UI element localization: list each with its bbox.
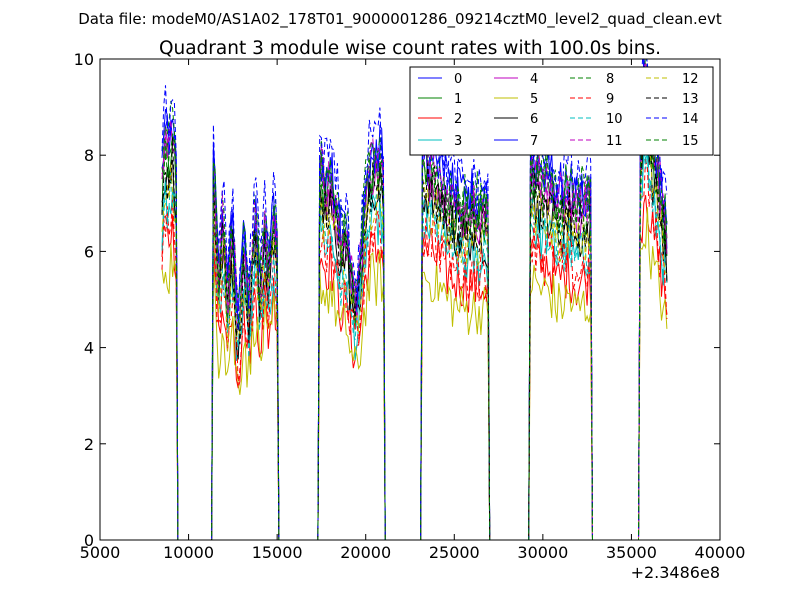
- series-line-14: [161, 59, 668, 540]
- series-line-9: [161, 157, 668, 540]
- series-line-10: [161, 143, 668, 540]
- x-offset-label: +2.3486e8: [631, 563, 720, 582]
- x-tick-label: 10000: [163, 543, 214, 562]
- legend-label-4: 4: [530, 72, 538, 87]
- y-tick-label: 6: [84, 242, 94, 261]
- series-lines: [161, 59, 668, 540]
- legend-label-15: 15: [682, 134, 699, 149]
- series-line-7: [161, 59, 668, 540]
- x-tick-label: 15000: [252, 543, 303, 562]
- legend-label-13: 13: [682, 92, 699, 107]
- y-tick-label: 2: [84, 435, 94, 454]
- series-line-2: [161, 195, 668, 540]
- x-axis: 5000 10000 15000 20000 25000 30000 35000 40000: [80, 59, 746, 562]
- series-line-12: [161, 131, 668, 540]
- legend-label-0: 0: [454, 72, 462, 87]
- x-tick-label: 20000: [340, 543, 391, 562]
- series-line-8: [161, 59, 668, 540]
- legend-label-9: 9: [606, 92, 614, 107]
- legend-label-12: 12: [682, 72, 699, 87]
- legend-label-5: 5: [530, 92, 538, 107]
- plot-area: [99, 58, 721, 541]
- figure-suptitle: Data file: modeM0/AS1A02_178T01_90000012…: [78, 10, 722, 29]
- legend-label-1: 1: [454, 92, 462, 107]
- x-tick-label: 25000: [429, 543, 480, 562]
- legend-label-2: 2: [454, 112, 462, 127]
- x-tick-label: 40000: [695, 543, 746, 562]
- x-tick-label: 35000: [606, 543, 657, 562]
- legend-label-6: 6: [530, 112, 538, 127]
- series-line-15: [161, 70, 668, 540]
- legend-label-8: 8: [606, 72, 614, 87]
- series-line-4: [161, 67, 668, 540]
- y-tick-label: 0: [84, 531, 94, 550]
- x-tick-label: 5000: [80, 543, 121, 562]
- y-tick-label: 10: [74, 50, 94, 69]
- legend-label-10: 10: [606, 112, 623, 127]
- legend-label-7: 7: [530, 134, 538, 149]
- legend-label-14: 14: [682, 112, 699, 127]
- legend-label-11: 11: [606, 134, 623, 149]
- y-tick-label: 8: [84, 146, 94, 165]
- chart-title: Quadrant 3 module wise count rates with …: [159, 38, 661, 59]
- legend-label-3: 3: [454, 134, 462, 149]
- series-line-5: [161, 207, 668, 540]
- x-tick-label: 30000: [517, 543, 568, 562]
- y-tick-label: 4: [84, 339, 94, 358]
